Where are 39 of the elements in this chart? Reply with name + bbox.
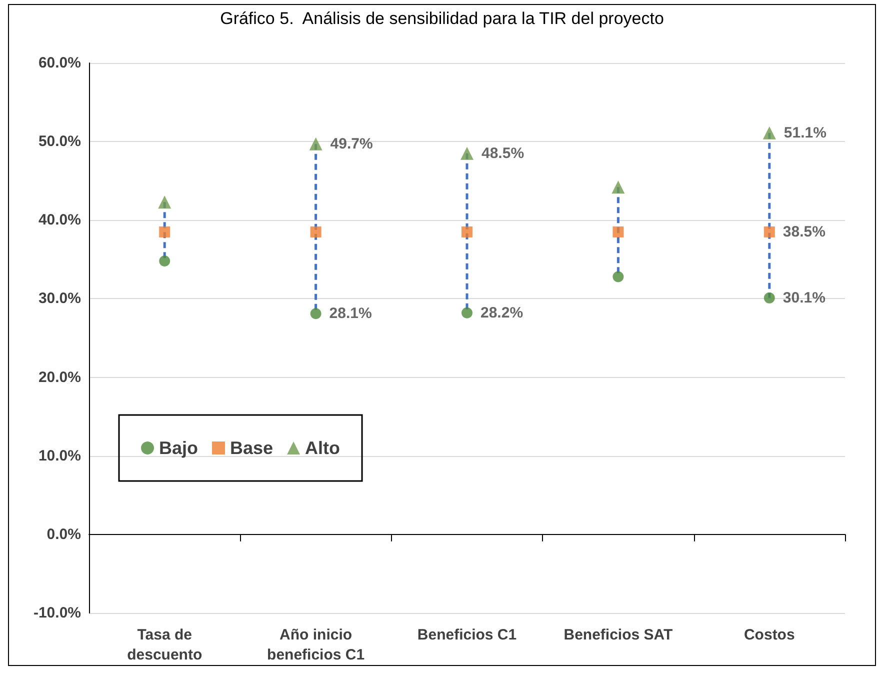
point [762,126,776,140]
y-tick-label: 60.0% [38,54,81,72]
x-tick-label: Costos [744,626,795,644]
point [159,256,170,266]
point [612,180,625,194]
point [310,308,322,320]
y-tick-label: 10.0% [38,447,81,464]
data-label: 30.1% [782,289,826,306]
point [158,196,172,209]
point [159,226,170,238]
data-label: 48.5% [482,144,524,162]
x-tick-label: Beneficios C1 [417,626,517,644]
data-label: 28.1% [329,305,372,322]
y-tick-label: 50.0% [38,133,81,150]
point [310,226,322,238]
point [462,226,472,238]
legend-label: Base [230,438,274,458]
data-label: 49.7% [330,135,373,152]
point [764,226,775,238]
y-tick-label: 40.0% [38,212,81,229]
y-tick-label: -10.0% [33,604,81,622]
point [460,146,474,160]
x-tick-label: Tasa de descuento [127,626,202,664]
point [309,137,322,150]
y-tick-label: 0.0% [46,526,81,543]
point [612,226,624,238]
point [612,271,624,282]
y-tick-label: 30.0% [38,290,81,308]
point [462,307,472,318]
legend-label: Bajo [159,438,198,458]
x-tick-label: Beneficios SAT [564,626,673,644]
x-tick-label: Año inicio beneficios C1 [267,626,365,664]
y-tick-label: 20.0% [38,368,81,386]
data-label: 38.5% [782,223,826,240]
legend-label: Alto [305,438,340,458]
data-label: 28.2% [480,304,524,322]
data-label: 51.1% [784,124,826,142]
chart-title: Gráfico 5. Análisis de sensibilidad para la TIR del proyecto [220,9,664,28]
point [764,292,775,304]
